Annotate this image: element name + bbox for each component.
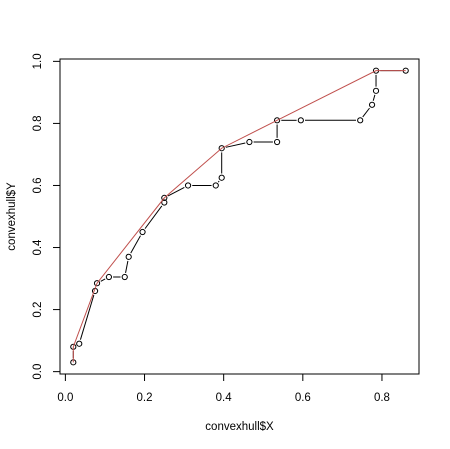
data-point [76, 340, 83, 347]
data-point [372, 87, 380, 94]
series-segment [130, 235, 141, 254]
data-point [212, 182, 219, 189]
data-point [121, 273, 128, 281]
y-tick-label: 0.6 [32, 177, 44, 193]
y-tick-label: 1.0 [32, 53, 44, 69]
x-tick-label: 0.4 [216, 392, 233, 404]
data-point [246, 138, 253, 146]
x-axis-title: convexhull$X [205, 421, 274, 433]
data-point [93, 280, 101, 287]
data-point [161, 194, 168, 201]
data-point [161, 199, 168, 206]
series-segment [217, 180, 220, 183]
y-tick-label: 0.8 [32, 115, 44, 131]
y-tick-label: 0.2 [32, 302, 44, 318]
data-point [273, 138, 281, 146]
x-tick-label: 0.8 [374, 392, 390, 404]
series-segment [362, 107, 370, 118]
x-tick-label: 0.0 [57, 392, 73, 404]
x-axis: 0.0 0.2 0.4 0.6 0.8 [57, 373, 390, 404]
x-tick-label: 0.2 [137, 392, 153, 404]
data-point [368, 101, 376, 108]
series-segment [79, 294, 95, 340]
data-point [273, 117, 281, 124]
y-tick-label: 0.4 [32, 239, 44, 256]
series-segment [144, 205, 163, 229]
series-layer [70, 67, 409, 366]
series-1 [72, 70, 406, 363]
data-point [105, 273, 113, 281]
x-tick-label: 0.6 [295, 392, 311, 404]
data-point [218, 174, 225, 181]
data-point [218, 145, 225, 152]
data-point [184, 182, 192, 189]
data-point [125, 253, 132, 260]
series-segment [100, 278, 106, 282]
data-point [297, 117, 304, 124]
series-segment [372, 94, 376, 101]
series-segment [225, 142, 246, 148]
hull-line [72, 70, 406, 363]
data-point [139, 228, 146, 236]
y-tick-label: 0.0 [32, 364, 44, 380]
y-axis: 0.0 0.2 0.4 0.6 0.8 1.0 [32, 53, 61, 380]
y-axis-title: convexhull$Y [6, 182, 18, 251]
series-segment [167, 186, 185, 197]
data-point [357, 117, 364, 124]
series-segment [125, 260, 129, 273]
